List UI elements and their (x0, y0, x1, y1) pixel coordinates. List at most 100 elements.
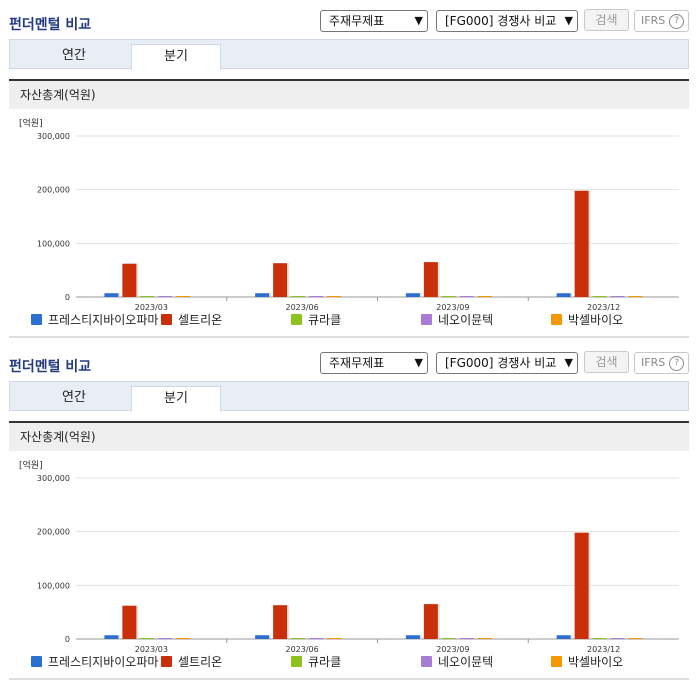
legend-label: 큐라클 (308, 313, 342, 327)
peer-select[interactable]: [FG000] 경쟁사 비교 ▼ (436, 10, 578, 32)
chevron-down-icon: ▼ (414, 14, 423, 27)
bar (140, 296, 155, 297)
y-tick-label: 200,000 (37, 528, 70, 537)
y-tick-label: 300,000 (37, 474, 70, 483)
panel-title: 펀더멘털 비교 (9, 359, 92, 375)
bar (628, 638, 643, 639)
x-tick-label: 2023/12 (587, 303, 620, 312)
x-tick-label: 2023/03 (135, 645, 168, 654)
ifrs-help-button[interactable]: IFRS? (634, 10, 689, 32)
bar (122, 263, 137, 297)
help-icon: ? (669, 355, 685, 371)
bar (574, 190, 589, 297)
y-unit-label: [억원] (19, 459, 43, 471)
bar (610, 296, 625, 297)
bar (628, 296, 643, 297)
divider (9, 678, 689, 680)
legend-item[interactable]: 네오이뮨텍 (421, 654, 493, 670)
bar (291, 296, 306, 297)
bar (405, 635, 420, 639)
legend-swatch (161, 656, 172, 667)
bar (176, 638, 191, 639)
legend-swatch (551, 314, 562, 325)
bar (441, 638, 456, 639)
bar (158, 296, 173, 297)
legend-swatch (291, 656, 302, 667)
bar (477, 296, 492, 297)
chevron-down-icon: ▼ (564, 356, 573, 369)
x-tick-label: 2023/06 (286, 303, 319, 312)
tab-quarterly[interactable]: 분기 (131, 44, 221, 70)
legend-label: 네오이뮨텍 (438, 313, 494, 327)
search-button[interactable]: 검색 (584, 351, 629, 373)
statement-select-value: 주재무제표 (329, 356, 385, 370)
bar (255, 293, 270, 297)
chart-legend: 프레스티지바이오파마 셀트리온 큐라클 네오이뮨텍 박셀바이오 (9, 312, 689, 330)
chart-header: 자산총계(억원) (9, 421, 689, 451)
legend-swatch (291, 314, 302, 325)
ifrs-label: IFRS (641, 356, 666, 369)
bar-chart: [억원] 0 100,000 200,000 300,000 2023/03 2023/06… (19, 117, 679, 312)
peer-select-value: [FG000] 경쟁사 비교 (445, 356, 557, 370)
statement-select[interactable]: 주재무제표 ▼ (320, 10, 428, 32)
bar (104, 635, 119, 639)
statement-select-value: 주재무제표 (329, 14, 385, 28)
legend-item[interactable]: 셀트리온 (161, 312, 222, 328)
x-tick-label: 2023/06 (286, 645, 319, 654)
legend-label: 박셀바이오 (568, 655, 624, 669)
bar (104, 293, 119, 297)
bar (327, 296, 342, 297)
legend-item[interactable]: 박셀바이오 (551, 654, 623, 670)
legend-label: 큐라클 (308, 655, 342, 669)
bar (459, 296, 474, 297)
bar (477, 638, 492, 639)
fundamental-comparison-panel: 펀더멘털 비교 주재무제표 ▼ [FG000] 경쟁사 비교 ▼ 검색 IFRS… (9, 9, 689, 338)
period-tabs: 연간 분기 (9, 381, 689, 412)
y-tick-label: 100,000 (37, 581, 70, 590)
legend-swatch (421, 314, 432, 325)
y-tick-label: 0 (65, 635, 70, 644)
chevron-down-icon: ▼ (564, 14, 573, 27)
legend-label: 네오이뮨텍 (438, 655, 494, 669)
fundamental-comparison-panel: 펀더멘털 비교 주재무제표 ▼ [FG000] 경쟁사 비교 ▼ 검색 IFRS… (0, 342, 696, 684)
help-icon: ? (669, 13, 685, 29)
bar (423, 604, 438, 639)
bar (309, 638, 324, 639)
bar (158, 638, 173, 639)
x-tick-label: 2023/12 (587, 645, 620, 654)
bar (273, 605, 288, 639)
legend-swatch (161, 314, 172, 325)
y-tick-label: 200,000 (37, 186, 70, 195)
legend-label: 셀트리온 (178, 655, 223, 669)
tab-annual[interactable]: 연간 (62, 390, 86, 405)
legend-swatch (31, 656, 42, 667)
bar (309, 296, 324, 297)
ifrs-help-button[interactable]: IFRS? (634, 352, 689, 374)
peer-select[interactable]: [FG000] 경쟁사 비교 ▼ (436, 352, 578, 374)
legend-swatch (421, 656, 432, 667)
y-tick-label: 0 (65, 293, 70, 302)
bar (441, 296, 456, 297)
legend-item[interactable]: 셀트리온 (161, 654, 222, 670)
legend-label: 박셀바이오 (568, 313, 624, 327)
legend-item[interactable]: 큐라클 (291, 312, 341, 328)
legend-item[interactable]: 네오이뮨텍 (421, 312, 493, 328)
bar (610, 638, 625, 639)
x-tick-label: 2023/09 (436, 303, 469, 312)
panel-title: 펀더멘털 비교 (9, 17, 92, 33)
legend-item[interactable]: 큐라클 (291, 654, 341, 670)
legend-item[interactable]: 박셀바이오 (551, 312, 623, 328)
chart-legend: 프레스티지바이오파마 셀트리온 큐라클 네오이뮨텍 박셀바이오 (9, 654, 689, 672)
y-unit-label: [억원] (19, 117, 43, 129)
ifrs-label: IFRS (641, 14, 666, 27)
tab-quarterly[interactable]: 분기 (131, 386, 221, 412)
legend-swatch (551, 656, 562, 667)
tab-annual[interactable]: 연간 (62, 48, 86, 63)
legend-item[interactable]: 프레스티지바이오파마 (31, 312, 158, 328)
bar (255, 635, 270, 639)
statement-select[interactable]: 주재무제표 ▼ (320, 352, 428, 374)
y-tick-label: 100,000 (37, 239, 70, 248)
search-button[interactable]: 검색 (584, 9, 629, 31)
bar (405, 293, 420, 297)
legend-item[interactable]: 프레스티지바이오파마 (31, 654, 158, 670)
